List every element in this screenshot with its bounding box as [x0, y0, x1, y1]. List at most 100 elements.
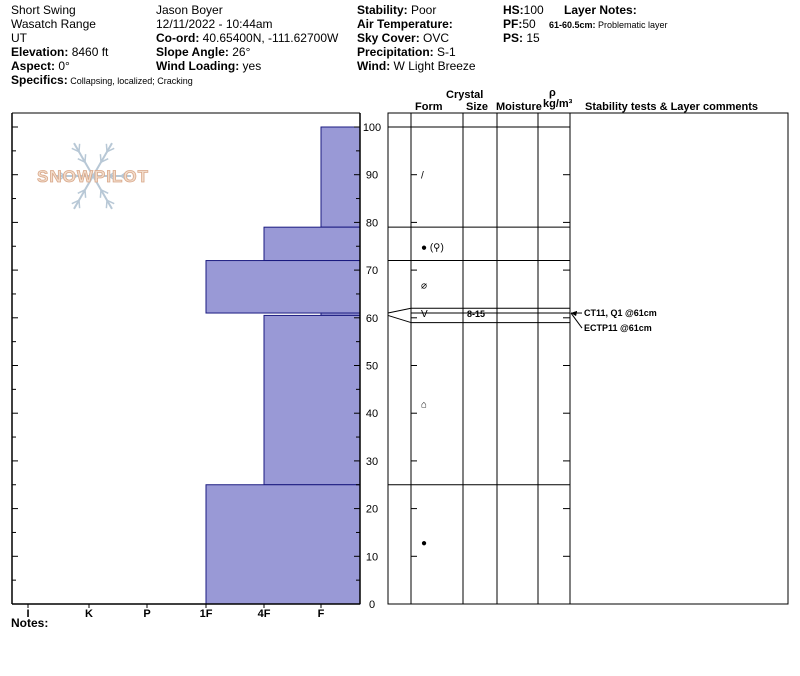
y-tick-label: 90	[366, 170, 378, 182]
moisture-header: Moisture	[496, 101, 542, 113]
snowflake-branch	[69, 175, 78, 182]
size-header: Size	[466, 101, 489, 113]
stability-test-label: CT11, Q1 @61cm	[584, 308, 657, 318]
sky-value: OVC	[419, 31, 450, 45]
chart-frame	[11, 112, 361, 605]
grain-form-symbol: ⌂	[421, 400, 427, 411]
x-tick-label: 4F	[258, 608, 271, 620]
precip-label: Precipitation:	[357, 45, 434, 59]
snowflake-branch	[120, 175, 129, 182]
aspect-value: 0°	[55, 59, 70, 73]
y-tick-label: 40	[366, 408, 378, 420]
hardness-bar	[263, 314, 361, 486]
snowpilot-logo-text: SNOWPILOT	[37, 167, 149, 186]
slope-angle: Slope Angle: 26°	[156, 45, 338, 59]
y-tick-label: 0	[369, 599, 375, 611]
grain-form-symbol: ⌀	[421, 280, 427, 291]
layer-note-range: 61-60.5cm:	[549, 20, 596, 30]
elevation-label: Elevation:	[11, 45, 69, 59]
grain-form-symbol: V	[421, 309, 428, 320]
hardness-bar	[320, 126, 361, 228]
slope-label: Slope Angle:	[156, 45, 229, 59]
density-unit-header: kg/m³	[543, 98, 573, 110]
snowflake-branch	[78, 200, 81, 209]
y-tick-label: 30	[366, 456, 378, 468]
layer-note-text: Problematic layer	[595, 20, 668, 30]
stability: Stability: Poor	[357, 3, 476, 17]
header-col1: Short Swing Wasatch Range UT Elevation: …	[11, 3, 193, 88]
snowflake-branch	[100, 189, 109, 194]
notes-label: Notes:	[11, 616, 49, 630]
aspect-label: Aspect:	[11, 59, 56, 73]
grain-form-symbol: ●	[421, 538, 427, 549]
crystal-header: Crystal	[446, 89, 484, 101]
elevation: Elevation: 8460 ft	[11, 45, 193, 59]
snowflake-branch	[77, 189, 86, 194]
snowflake-arm	[73, 175, 94, 210]
stability-label: Stability:	[357, 3, 408, 17]
snowflake-branch	[106, 147, 115, 153]
snowflake-branch	[108, 170, 117, 177]
y-tick-label: 80	[366, 217, 378, 229]
y-tick-label: 50	[366, 361, 378, 373]
x-tick-label: K	[85, 608, 93, 620]
stability-tests-header: Stability tests & Layer comments	[585, 101, 759, 113]
hardness-bar	[263, 226, 361, 262]
x-tick-label: I	[26, 608, 29, 620]
snowflake-branch	[69, 170, 78, 177]
hardness-bar	[205, 484, 361, 605]
hs-value: 100	[523, 3, 544, 17]
slope-value: 26°	[228, 45, 251, 59]
precipitation: Precipitation: S-1	[357, 45, 476, 59]
crystal-size-label: 8-15	[467, 309, 485, 319]
header-col3: Stability: Poor Air Temperature: Sky Cov…	[357, 3, 476, 73]
hs: HS:100	[503, 3, 544, 17]
layer-connector	[387, 314, 412, 324]
snowflake-branch	[100, 158, 109, 163]
y-tick-label: 10	[366, 551, 378, 563]
elevation-value: 8460 ft	[68, 45, 109, 59]
snowflake-branch	[120, 170, 129, 177]
snowflake-arm	[73, 142, 94, 177]
coord-value: 40.65400N, -111.62700W	[199, 31, 339, 45]
snowflake-branch	[71, 199, 80, 205]
y-tick-label: 60	[366, 313, 378, 325]
stability-value: Poor	[407, 3, 437, 17]
y-tick-label: 20	[366, 504, 378, 516]
snowflake-branch	[84, 189, 87, 198]
range-name: Wasatch Range	[11, 17, 96, 31]
form-header: Form	[415, 101, 443, 113]
x-tick-label: 1F	[200, 608, 213, 620]
state-name: UT	[11, 31, 27, 45]
snowflake-branch	[105, 200, 108, 209]
wind-value: W Light Breeze	[390, 59, 476, 73]
wind-label: Wind:	[357, 59, 391, 73]
ps: PS: 15	[503, 31, 544, 45]
wind-loading-value: yes	[239, 59, 262, 73]
layer-connector	[387, 307, 412, 314]
header-col2: Jason Boyer 12/11/2022 - 10:44am Co-ord:…	[156, 3, 338, 73]
precip-value: S-1	[433, 45, 456, 59]
wind: Wind: W Light Breeze	[357, 59, 476, 73]
coord-label: Co-ord:	[156, 31, 200, 45]
snowflake-branch	[84, 154, 87, 163]
sky-cover: Sky Cover: OVC	[357, 31, 476, 45]
snowflake-branch	[71, 147, 80, 153]
hardness-bars	[205, 126, 361, 605]
snowflake-branch	[99, 189, 102, 198]
layer-notes: Layer Notes: 61-60.5cm: Problematic laye…	[549, 3, 668, 32]
table-border	[387, 112, 789, 605]
grain-form-symbol: ● (⚲)	[421, 242, 444, 253]
y-tick-label: 100	[363, 122, 381, 134]
x-axis-ticks: I K P 1F 4F F	[26, 604, 325, 620]
air-temperature: Air Temperature:	[357, 17, 476, 31]
pf-label: PF:	[503, 17, 523, 31]
snowflake-arm	[92, 142, 113, 177]
coordinates: Co-ord: 40.65400N, -111.62700W	[156, 31, 338, 45]
grain-form-symbol: /	[421, 171, 424, 182]
observer: Jason Boyer	[156, 3, 223, 17]
rho-header: ρ	[549, 87, 556, 99]
wind-loading: Wind Loading: yes	[156, 59, 338, 73]
y-tick-label: 70	[366, 265, 378, 277]
